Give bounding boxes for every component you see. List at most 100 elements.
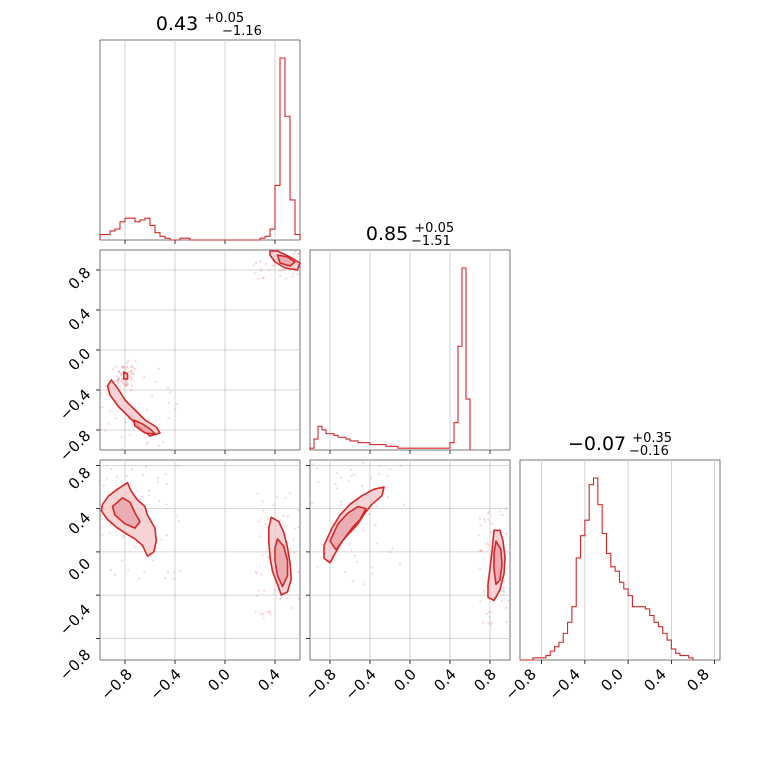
scatter-point: [353, 554, 357, 557]
scatter-point: [121, 559, 124, 562]
scatter-point: [278, 269, 281, 272]
scatter-point: [292, 551, 295, 554]
contour-inner: [133, 419, 156, 435]
scatter-point: [269, 610, 272, 613]
y-tick-label: −0.8: [56, 646, 94, 684]
scatter-point: [109, 523, 113, 526]
histogram-bin: [382, 445, 386, 450]
y-ticks-param-2: 0.8 0.4 0.0 −0.4 −0.8: [56, 464, 94, 684]
scatter-point: [320, 543, 324, 546]
histogram-bin: [628, 596, 632, 660]
scatter-point: [125, 366, 128, 369]
histogram-bin: [680, 656, 684, 660]
scatter-point: [293, 527, 296, 530]
scatter-point: [271, 264, 274, 267]
scatter-point: [398, 563, 402, 566]
histogram-bin: [645, 609, 649, 660]
histogram-bin: [285, 116, 290, 240]
x-tick-label: 0.0: [597, 665, 627, 695]
scatter-point: [174, 407, 177, 410]
histogram-bin: [684, 656, 688, 660]
histogram-bin: [654, 622, 658, 660]
y-tick-label: 0.0: [65, 345, 95, 375]
scatter-point: [371, 572, 374, 575]
scatter-point: [126, 365, 129, 368]
scatter-point: [362, 529, 365, 532]
scatter-point: [310, 463, 314, 466]
scatter-point: [262, 276, 265, 279]
scatter-point: [286, 596, 289, 600]
scatter-point: [266, 556, 270, 559]
scatter-point: [478, 517, 481, 520]
scatter-point: [391, 547, 394, 550]
histogram-bin: [110, 231, 115, 240]
scatter-point: [297, 252, 300, 255]
scatter-point: [163, 577, 167, 580]
scatter-point: [375, 505, 378, 508]
scatter-point: [147, 441, 150, 444]
scatter-point: [99, 428, 103, 431]
scatter-point: [128, 433, 131, 436]
scatter-point: [105, 477, 108, 480]
scatter-point: [297, 597, 301, 600]
scatter-point: [134, 545, 137, 549]
histogram-bin: [105, 235, 110, 240]
y-tick-label: 0.4: [65, 305, 95, 335]
scatter-point: [291, 275, 294, 278]
scatter-point: [353, 473, 356, 476]
scatter-point: [125, 384, 128, 388]
scatter-point: [99, 393, 102, 396]
histogram-bin: [671, 649, 675, 660]
scatter-point: [179, 569, 182, 573]
x-tick-label: 0.0: [204, 665, 234, 695]
scatter-point: [126, 383, 129, 386]
scatter-point: [389, 550, 392, 554]
scatter-point: [259, 612, 262, 615]
scatter-point: [490, 522, 493, 525]
histogram-bin: [100, 235, 105, 240]
contour-panel-param-0-vs-1: [96, 249, 301, 454]
scatter-point: [120, 380, 123, 383]
title-param-2-value: −0.07: [568, 433, 626, 455]
scatter-point: [121, 380, 125, 383]
scatter-point: [145, 465, 148, 468]
contour-panel-param-1-vs-2: [306, 459, 511, 664]
x-tick-label: 0.4: [640, 665, 670, 695]
histogram-bin: [130, 218, 135, 240]
scatter-point: [331, 560, 334, 563]
scatter-point: [502, 589, 505, 592]
scatter-point: [279, 598, 282, 601]
scatter-point: [378, 465, 381, 468]
scatter-point: [132, 372, 135, 375]
scatter-point: [282, 514, 285, 517]
histogram-bin: [676, 653, 680, 660]
scatter-point: [128, 366, 132, 369]
histogram-bin: [619, 582, 623, 660]
scatter-point: [122, 365, 125, 369]
scatter-point: [151, 394, 154, 398]
scatter-point: [275, 496, 279, 499]
histogram-bin: [140, 220, 145, 240]
scatter-point: [289, 492, 292, 495]
scatter-point: [156, 480, 160, 483]
scatter-point: [350, 468, 353, 471]
scatter-point: [297, 526, 300, 529]
scatter-point: [125, 379, 128, 382]
scatter-point: [130, 468, 134, 471]
scatter-point: [375, 542, 378, 545]
scatter-point: [482, 589, 485, 592]
scatter-point: [116, 380, 119, 383]
histogram-bin: [314, 439, 318, 450]
title-param-2-plus: +0.35: [632, 431, 672, 446]
scatter-point: [115, 417, 118, 420]
scatter-point: [166, 386, 170, 389]
scatter-point: [279, 274, 282, 278]
scatter-point: [256, 492, 259, 495]
histogram-bin: [350, 441, 354, 450]
histogram-bin: [454, 423, 458, 450]
histogram-bin: [338, 437, 342, 450]
histogram-bin: [462, 268, 466, 450]
panel-frame: [519, 459, 721, 661]
scatter-point: [487, 543, 490, 547]
scatter-point: [118, 370, 121, 373]
